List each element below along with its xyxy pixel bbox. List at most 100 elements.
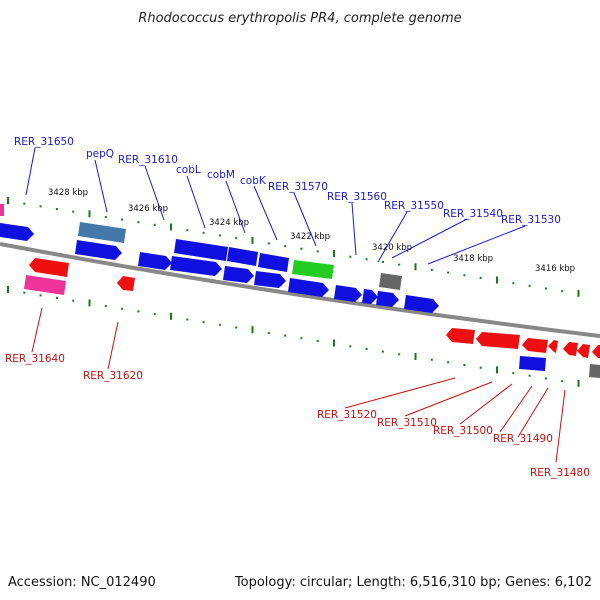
gene-label-RER_31500: RER_31500	[433, 425, 493, 437]
gene-label-RER_31490: RER_31490	[493, 433, 553, 445]
gene-arrow[interactable]	[75, 240, 122, 260]
inner-tick	[235, 326, 238, 329]
gene-label-RER_31520: RER_31520	[317, 409, 377, 421]
gene-arrow[interactable]	[0, 204, 4, 216]
gene-arrow[interactable]	[29, 258, 69, 277]
outer-tick	[365, 258, 368, 261]
inner-tick-track	[7, 286, 580, 387]
inner-tick	[544, 377, 547, 380]
outer-tick	[202, 231, 205, 234]
gene-label-RER_31530: RER_31530	[501, 214, 561, 226]
gene-arrow[interactable]	[522, 338, 548, 353]
outer-tick	[267, 242, 270, 245]
outer-tick	[121, 218, 124, 221]
gene-arrow[interactable]	[288, 278, 329, 297]
outer-tick	[447, 271, 450, 274]
gene-arrow[interactable]	[376, 291, 399, 307]
inner-tick	[561, 380, 564, 383]
outer-tick	[153, 223, 156, 226]
gene-arrow[interactable]	[292, 260, 334, 279]
outer-tick	[316, 250, 319, 253]
gene-arrow[interactable]	[258, 253, 289, 272]
gene-arrow[interactable]	[476, 332, 520, 349]
gene-arrow[interactable]	[174, 239, 228, 261]
gene-arrow[interactable]	[0, 223, 34, 241]
gene-label-RER_31510: RER_31510	[377, 417, 437, 429]
outer-tick	[235, 237, 238, 240]
inner-tick	[170, 312, 172, 320]
outer-tick	[528, 284, 531, 287]
gene-arrow[interactable]	[577, 344, 590, 358]
inner-tick	[447, 361, 450, 364]
gene-arrow[interactable]	[563, 342, 578, 356]
gene-label-cobM: cobM	[207, 169, 235, 181]
gene-arrow[interactable]	[138, 252, 172, 270]
gene-arrow[interactable]	[446, 328, 475, 344]
scale-label-3418: 3418 kbp	[453, 254, 493, 264]
inner-tick	[333, 339, 335, 347]
scale-label-3422: 3422 kbp	[290, 232, 330, 242]
inner-tick	[153, 313, 156, 316]
gene-arrow[interactable]	[117, 276, 135, 291]
outer-tick	[349, 255, 352, 258]
gene-label-RER_31610: RER_31610	[118, 154, 178, 166]
inner-tick	[186, 318, 189, 321]
inner-tick	[267, 331, 270, 334]
gene-arrow[interactable]	[334, 285, 362, 302]
outer-tick	[398, 263, 401, 266]
inner-tick	[430, 358, 433, 361]
gene-arrow[interactable]	[519, 356, 546, 371]
outer-tick	[430, 268, 433, 271]
inner-tick	[7, 286, 9, 293]
forward-genes	[0, 204, 439, 313]
inner-tick	[39, 294, 42, 297]
outer-tick	[496, 276, 498, 284]
gene-label-RER_31540: RER_31540	[443, 208, 503, 220]
gene-arrow[interactable]	[548, 340, 558, 353]
gene-arrow[interactable]	[78, 222, 126, 243]
outer-tick	[186, 229, 189, 232]
outer-tick	[218, 234, 221, 237]
gene-label-RER_31560: RER_31560	[327, 191, 387, 203]
topology-text: Topology: circular; Length: 6,516,310 bp…	[234, 575, 592, 590]
inner-tick	[202, 321, 205, 324]
outer-tick	[170, 223, 172, 231]
gene-arrow[interactable]	[254, 271, 286, 288]
gene-label-RER_31570: RER_31570	[268, 181, 328, 193]
inner-tick	[463, 364, 466, 366]
outer-tick	[39, 205, 42, 208]
outer-tick	[544, 287, 547, 290]
inner-tick	[349, 345, 352, 348]
outer-tick	[463, 274, 466, 277]
inner-tick	[528, 374, 531, 377]
inner-tick	[381, 350, 384, 353]
gene-arrow[interactable]	[223, 266, 254, 283]
gene-arrow[interactable]	[227, 247, 258, 266]
inner-tick	[479, 366, 482, 369]
accession-text: Accession: NC_012490	[8, 575, 156, 590]
gene-arrow[interactable]	[170, 256, 222, 276]
inner-tick	[577, 379, 580, 387]
outer-tick	[577, 289, 580, 297]
inner-tick	[88, 299, 91, 307]
gene-label-cobK: cobK	[240, 175, 267, 187]
gene-arrow[interactable]	[592, 345, 600, 358]
gene-arrow[interactable]	[379, 273, 402, 290]
outer-tick	[300, 247, 303, 250]
gene-arrow[interactable]	[24, 275, 66, 295]
inner-tick	[398, 353, 401, 356]
gene-arrow[interactable]	[404, 295, 439, 313]
inner-tick	[512, 372, 515, 375]
inner-tick	[414, 353, 417, 360]
scale-label-3426: 3426 kbp	[128, 204, 168, 214]
outer-tick	[561, 290, 564, 293]
outer-tick	[23, 202, 26, 205]
outer-tick	[479, 276, 482, 279]
inner-tick	[72, 299, 75, 302]
gene-arrow[interactable]	[362, 289, 378, 304]
outer-tick	[104, 215, 107, 218]
gene-arrow[interactable]	[589, 364, 600, 378]
inner-tick	[55, 297, 58, 299]
